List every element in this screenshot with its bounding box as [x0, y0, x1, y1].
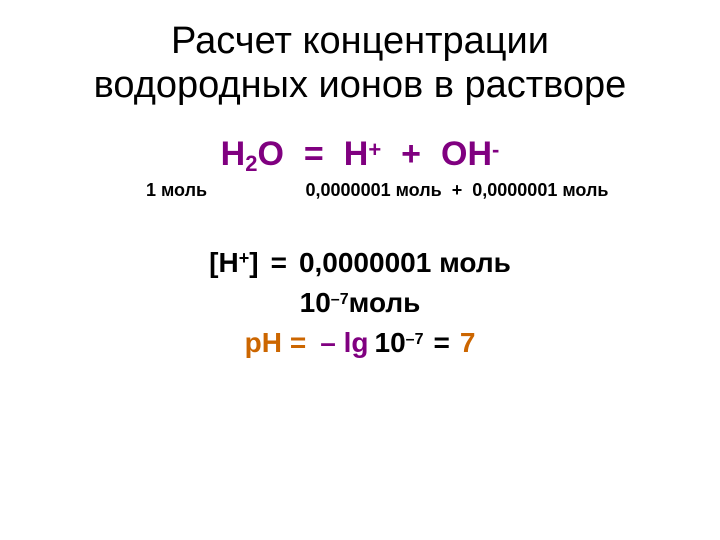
- mol-oh-minus: 0,0000001 моль: [472, 180, 608, 201]
- h-sup: +: [368, 137, 381, 163]
- conc-value: 0,0000001 моль: [299, 247, 511, 279]
- conc-eq: =: [271, 247, 287, 279]
- oh-o: О: [441, 135, 467, 174]
- species-h2o: Н 2 О: [221, 135, 284, 174]
- conc-rbracket: ]: [249, 247, 258, 279]
- ten-unit: моль: [349, 287, 421, 319]
- ph-eqop: =: [290, 327, 306, 359]
- ten-sup: –7: [331, 291, 349, 309]
- h2o-sub: 2: [245, 151, 257, 177]
- ph-ten-sup: –7: [406, 331, 424, 349]
- species-h-plus: Н +: [344, 135, 381, 174]
- mol-plus: +: [452, 180, 463, 201]
- conc-sup: +: [239, 248, 250, 269]
- mol-h2o: 1 моль: [112, 180, 242, 201]
- oh-sup: -: [492, 137, 499, 163]
- title-line-2: водородных ионов в растворе: [94, 64, 627, 106]
- concentration-row: [ Н + ] = 0,0000001 моль: [0, 247, 720, 279]
- ten-power-row: 10 –7 моль: [0, 287, 720, 319]
- ph-eq2: =: [433, 327, 449, 359]
- ph-label: рН: [245, 327, 282, 359]
- op-plus: +: [401, 135, 421, 174]
- ph-ten-base: 10: [375, 327, 406, 359]
- dissociation-equation: Н 2 О = Н + + О Н -: [0, 135, 720, 174]
- mol-h-plus: 0,0000001 моль: [306, 180, 442, 201]
- ph-result: 7: [460, 327, 476, 359]
- title-line-1: Расчет концентрации: [171, 20, 549, 62]
- ten-base: 10: [300, 287, 331, 319]
- oh-h: Н: [467, 135, 492, 174]
- op-equals: =: [304, 135, 324, 174]
- conc-h: Н: [219, 247, 239, 279]
- species-oh-minus: О Н -: [441, 135, 499, 174]
- h2o-o: О: [257, 135, 283, 174]
- ph-row: рН = – lg 10 –7 = 7: [0, 327, 720, 359]
- h2o-h: Н: [221, 135, 246, 174]
- h-h: Н: [344, 135, 369, 174]
- slide-title: Расчет концентрации водородных ионов в р…: [0, 0, 720, 107]
- conc-lbracket: [: [209, 247, 218, 279]
- ph-lg: – lg: [320, 327, 368, 359]
- moles-row: 1 моль 0,0000001 моль + 0,0000001 моль: [0, 180, 720, 201]
